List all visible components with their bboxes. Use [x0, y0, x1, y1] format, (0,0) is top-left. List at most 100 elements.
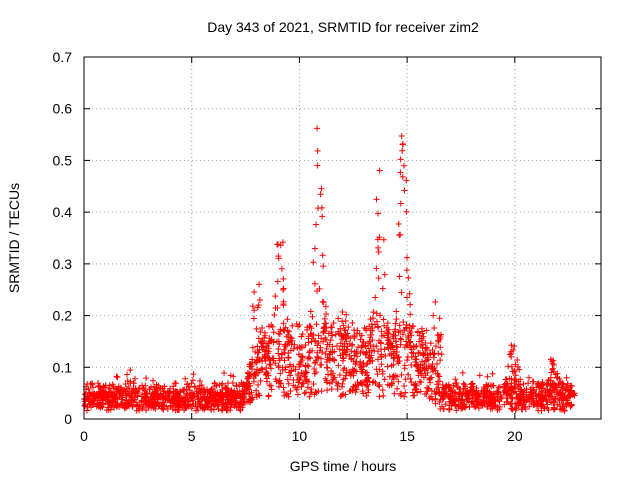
data-point: [276, 357, 283, 364]
data-point: [415, 350, 422, 357]
data-point: [285, 393, 292, 400]
data-point: [288, 368, 295, 375]
data-point: [397, 156, 404, 163]
data-point: [342, 375, 349, 382]
data-point: [428, 393, 435, 400]
data-point: [286, 328, 293, 335]
data-point: [295, 370, 302, 377]
data-point: [275, 364, 282, 371]
data-point: [311, 245, 318, 252]
data-point: [384, 328, 391, 335]
data-point: [233, 393, 240, 400]
data-point: [249, 344, 256, 351]
data-point: [418, 370, 425, 377]
data-point: [508, 363, 515, 370]
data-point: [503, 376, 510, 383]
data-point: [401, 382, 408, 389]
data-point: [404, 357, 411, 364]
data-point: [299, 354, 306, 361]
data-point: [343, 369, 350, 376]
data-point: [117, 400, 124, 407]
data-point: [364, 360, 371, 367]
data-point: [504, 395, 511, 402]
data-point: [414, 363, 421, 370]
data-point: [302, 389, 309, 396]
data-point: [215, 401, 222, 408]
data-point: [487, 405, 494, 412]
data-point: [272, 304, 279, 311]
data-point: [495, 384, 502, 391]
y-tick-label: 0.3: [53, 256, 73, 272]
data-point: [407, 344, 414, 351]
data-point: [265, 340, 272, 347]
data-point: [277, 380, 284, 387]
data-point: [148, 404, 155, 411]
data-point: [394, 373, 401, 380]
data-point: [280, 384, 287, 391]
data-point: [354, 382, 361, 389]
data-point: [306, 348, 313, 355]
data-point: [436, 315, 443, 322]
data-point: [255, 335, 262, 342]
data-point: [102, 390, 109, 397]
data-point: [113, 373, 120, 380]
data-point: [320, 329, 327, 336]
data-point: [188, 389, 195, 396]
data-point: [249, 356, 256, 363]
data-point: [274, 241, 281, 248]
data-point: [318, 388, 325, 395]
data-point: [282, 364, 289, 371]
data-point: [99, 394, 106, 401]
data-point: [317, 191, 324, 198]
data-point: [358, 379, 365, 386]
data-point: [396, 322, 403, 329]
data-point: [314, 147, 321, 154]
data-point: [462, 404, 469, 411]
data-point: [214, 402, 221, 409]
data-point: [328, 385, 335, 392]
data-point: [194, 403, 201, 410]
grid-lines: [84, 57, 601, 419]
data-point: [293, 320, 300, 327]
data-point: [423, 344, 430, 351]
data-point: [152, 399, 159, 406]
data-point: [84, 381, 91, 388]
data-point: [209, 398, 216, 405]
data-point: [363, 349, 370, 356]
data-point: [331, 348, 338, 355]
data-point: [389, 333, 396, 340]
data-point: [408, 332, 415, 339]
data-point: [529, 389, 536, 396]
data-point: [448, 388, 455, 395]
data-point: [110, 383, 117, 390]
data-point: [323, 310, 330, 317]
data-point: [396, 273, 403, 280]
data-point: [397, 231, 404, 238]
data-point: [219, 380, 226, 387]
data-point: [423, 391, 430, 398]
data-point: [296, 321, 303, 328]
data-point: [181, 402, 188, 409]
data-point: [384, 320, 391, 327]
data-point: [157, 396, 164, 403]
data-point: [255, 349, 262, 356]
data-point: [114, 394, 121, 401]
data-point: [539, 381, 546, 388]
data-point: [289, 337, 296, 344]
data-point: [526, 403, 533, 410]
data-point: [563, 374, 570, 381]
data-point: [270, 339, 277, 346]
data-point: [270, 355, 277, 362]
data-point: [465, 398, 472, 405]
data-point: [507, 350, 514, 357]
data-point: [179, 387, 186, 394]
data-point: [436, 373, 443, 380]
data-point: [415, 368, 422, 375]
data-point: [124, 377, 131, 384]
data-point: [392, 332, 399, 339]
data-point: [515, 381, 522, 388]
data-point: [480, 393, 487, 400]
data-point: [442, 401, 449, 408]
data-point: [431, 365, 438, 372]
data-point: [123, 385, 130, 392]
